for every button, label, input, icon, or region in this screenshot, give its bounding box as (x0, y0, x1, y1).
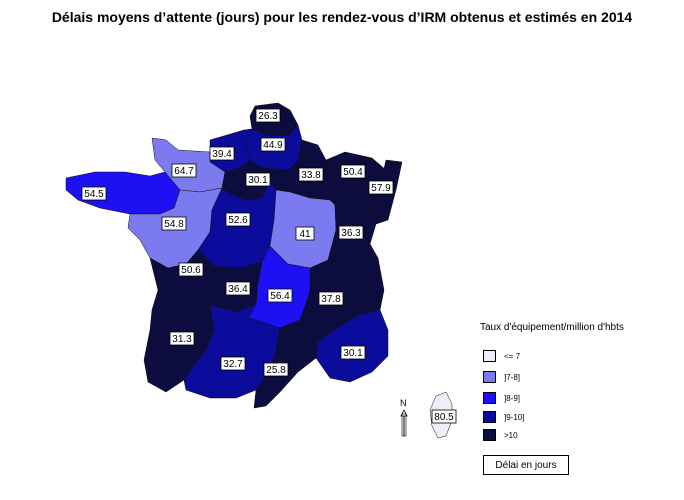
label-rhone-alpes: 37.8 (318, 291, 344, 306)
legend-swatch (483, 371, 496, 383)
label-midi-pyrenees: 32.7 (220, 356, 246, 371)
north-arrow-icon (400, 409, 408, 437)
svg-text:37.8: 37.8 (321, 294, 341, 305)
svg-text:54.5: 54.5 (84, 189, 104, 200)
svg-text:36.4: 36.4 (228, 284, 248, 295)
svg-text:39.4: 39.4 (212, 149, 232, 160)
svg-text:80.5: 80.5 (434, 412, 454, 423)
svg-text:30.1: 30.1 (343, 348, 363, 359)
north-label: N (400, 398, 407, 408)
legend-label: >10 (504, 430, 518, 440)
legend-swatch (483, 350, 496, 362)
label-auvergne: 56.4 (267, 288, 293, 303)
label-languedoc-roussillon: 25.8 (263, 362, 289, 377)
svg-text:54.8: 54.8 (164, 219, 184, 230)
label-pays-de-loire: 54.8 (161, 216, 187, 231)
svg-text:32.7: 32.7 (223, 359, 243, 370)
legend-label: ]8-9] (504, 393, 521, 403)
svg-text:31.3: 31.3 (172, 334, 192, 345)
label-limousin: 36.4 (225, 281, 251, 296)
label-poitou-charentes: 50.6 (178, 262, 204, 277)
svg-text:50.4: 50.4 (343, 167, 363, 178)
svg-text:30.1: 30.1 (248, 175, 268, 186)
legend-item-1: ]7-8] (483, 370, 520, 384)
legend-label: ]9-10] (504, 412, 525, 422)
svg-text:25.8: 25.8 (266, 365, 286, 376)
legend-label: ]7-8] (504, 372, 521, 382)
svg-text:52.6: 52.6 (228, 215, 248, 226)
legend-item-2: ]8-9] (483, 391, 520, 405)
label-centre: 52.6 (225, 212, 251, 227)
label-franche-comte: 36.3 (338, 225, 364, 240)
label-haute-normandie: 39.4 (209, 146, 235, 161)
svg-text:57.9: 57.9 (371, 183, 391, 194)
legend-item-3: ]9-10] (483, 410, 524, 424)
svg-text:41: 41 (299, 229, 311, 240)
svg-text:44.9: 44.9 (263, 140, 283, 151)
svg-text:33.8: 33.8 (301, 170, 321, 181)
legend-item-4: >10 (483, 428, 518, 442)
svg-text:64.7: 64.7 (174, 166, 194, 177)
legend-title: Taux d'équipement/million d'hbts (480, 322, 624, 333)
legend-swatch (483, 411, 496, 423)
legend-item-0: <= 7 (483, 349, 520, 363)
label-corse: 80.5 (431, 409, 457, 424)
label-bourgogne: 41 (295, 226, 315, 241)
map-title: Délais moyens d’attente (jours) pour les… (51, 9, 633, 25)
label-lorraine: 50.4 (340, 164, 366, 179)
label-aquitaine: 31.3 (169, 331, 195, 346)
label-basse-normandie: 64.7 (171, 163, 197, 178)
svg-text:56.4: 56.4 (270, 291, 290, 302)
legend-swatch (483, 392, 496, 404)
label-paca: 30.1 (340, 345, 366, 360)
svg-text:50.6: 50.6 (181, 265, 201, 276)
svg-text:36.3: 36.3 (341, 228, 361, 239)
legend-label: <= 7 (504, 351, 521, 361)
label-alsace: 57.9 (368, 180, 394, 195)
label-ile-de-france: 30.1 (245, 172, 271, 187)
label-picardie: 44.9 (260, 137, 286, 152)
legend-swatch (483, 429, 496, 441)
label-champagne-ardenne: 33.8 (298, 167, 324, 182)
label-nord-pas-de-calais: 26.3 (255, 108, 281, 123)
svg-text:26.3: 26.3 (258, 111, 278, 122)
note-box: Délai en jours (483, 455, 569, 475)
label-bretagne: 54.5 (81, 186, 107, 201)
